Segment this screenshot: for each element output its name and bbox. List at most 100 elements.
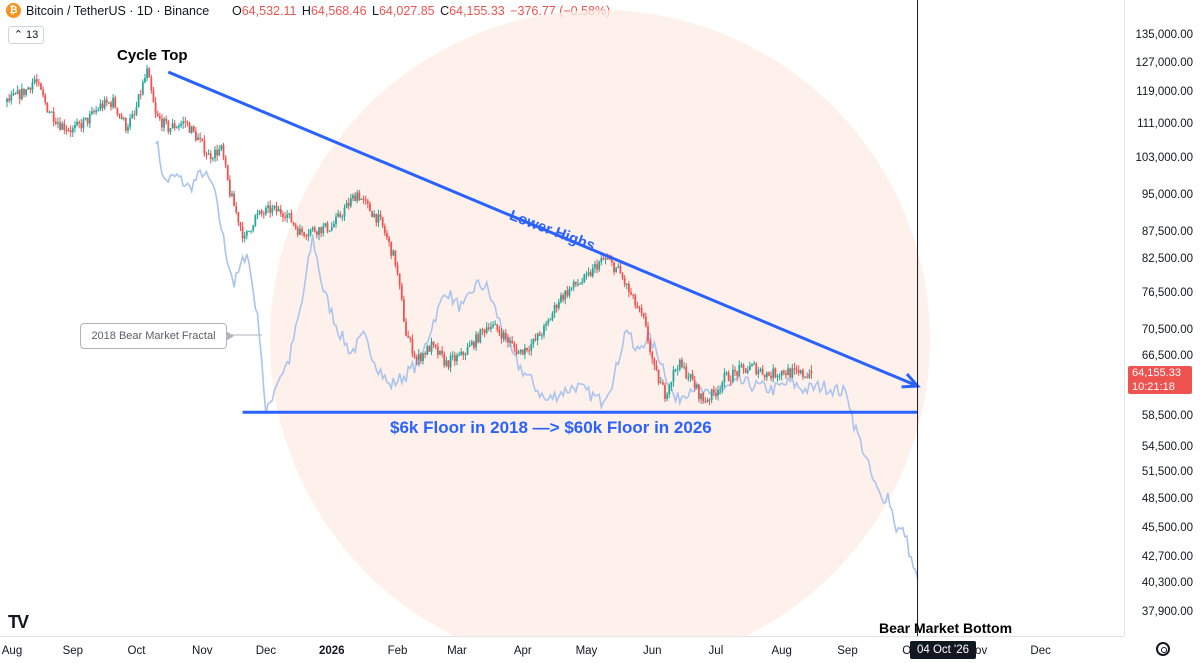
candle [498,326,501,336]
candle [634,293,637,309]
candle [8,93,11,104]
symbol-title[interactable]: Bitcoin / TetherUS · 1D · Binance [26,4,210,18]
candle [197,133,199,141]
candle [360,198,363,200]
candle [345,199,348,209]
candle [341,214,344,222]
candle [129,113,132,130]
candle [523,344,526,360]
candle [432,341,435,349]
indicator-count: 13 [26,29,39,41]
close-label: C [440,4,450,18]
candle [184,116,187,128]
candle [734,366,736,377]
candle [436,342,439,359]
price-axis[interactable]: 135,000.00 127,000.00 119,000.00 111,000.00… [1124,0,1200,636]
candle [313,225,316,233]
candle [190,125,193,135]
candle [392,249,395,256]
candle [54,117,57,126]
candle [148,66,151,78]
candle [116,107,119,117]
candle [362,195,365,204]
candle [632,293,635,300]
candle [678,358,681,372]
candle [674,368,677,373]
candle [515,343,518,356]
candle [585,271,588,280]
candle [532,338,535,348]
candle [625,282,628,290]
candle [356,189,359,204]
candle [441,346,444,358]
price-tick-label: 95,000.00 [1141,189,1193,201]
chart-plot[interactable] [0,0,1124,636]
candle [765,371,768,381]
candle [205,151,208,160]
candle [67,127,70,133]
lower-highs-trendline[interactable] [167,70,919,388]
candle [40,82,42,90]
candle [352,193,354,202]
tradingview-logo-icon[interactable]: TV [8,612,29,632]
candle [751,363,753,367]
candle [536,332,539,346]
candle [371,210,373,218]
candle [574,281,577,287]
candle [235,201,238,215]
candle [443,351,446,369]
candle [286,209,289,223]
candle [315,230,318,239]
price-tick-label: 66,500.00 [1141,350,1193,362]
candle [337,209,340,218]
candle [787,363,789,376]
candle [394,250,397,268]
candle [642,312,645,320]
candle [587,267,590,277]
candle [105,96,108,107]
candle [375,213,378,227]
time-tick-label: 2026 [318,645,345,657]
time-tick-label: Nov [192,645,213,657]
candle [188,121,191,133]
candle [770,371,772,382]
candle [10,90,13,105]
candle [322,222,325,237]
price-tick-label: 40,300.00 [1141,577,1193,589]
candle [479,328,482,344]
candle [284,212,286,222]
watermark-logo [270,10,930,636]
high-value: 64,568.46 [310,4,367,18]
candle [504,328,507,343]
candle [613,261,615,276]
candle [309,228,312,237]
candle [224,155,227,169]
candle [568,285,571,299]
price-tick-label: 51,500.00 [1141,466,1193,478]
price-tick-label: 119,000.00 [1136,86,1193,98]
time-tick-label: Sep [837,645,858,657]
candle [538,330,541,337]
candle [475,331,477,351]
candle [547,318,550,327]
candle [307,228,310,242]
candle [594,261,596,273]
candle [388,235,390,247]
candle [42,86,44,98]
candle [649,337,652,356]
candle [61,121,64,130]
candle [71,125,74,138]
gear-icon[interactable] [1156,642,1170,656]
candle [428,344,431,352]
candle [91,106,93,116]
candle [364,195,367,205]
indicator-toggle[interactable]: ⌃ 13 [8,26,44,44]
candle [419,352,422,365]
bitcoin-icon: ₿ [6,3,21,18]
candle [740,362,743,368]
candle [487,323,490,332]
candle [407,330,410,338]
candle [347,197,350,210]
candle [258,210,261,216]
candle [553,302,556,318]
